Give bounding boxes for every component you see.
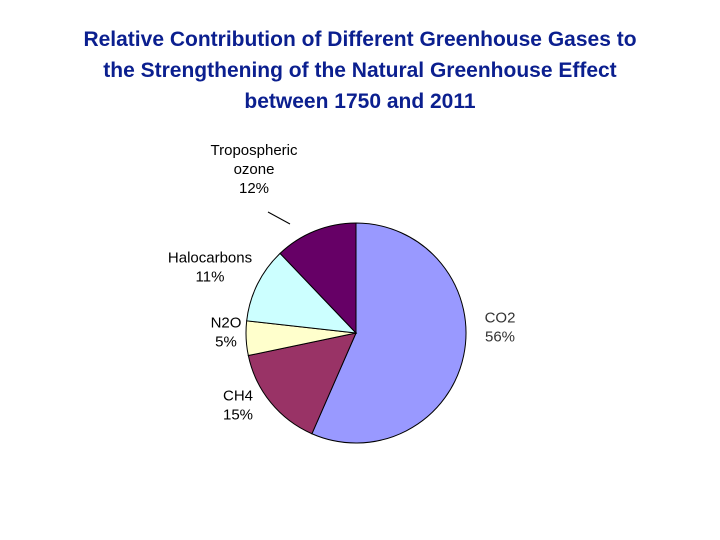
slice-label-halocarbons: Halocarbons 11% bbox=[168, 250, 252, 286]
slice-label-co2: CO2 56% bbox=[485, 310, 516, 346]
chart-title-line-2: the Strengthening of the Natural Greenho… bbox=[103, 59, 617, 82]
pie-slice-ch4 bbox=[247, 332, 357, 435]
pie-slice-halocarbons bbox=[246, 252, 358, 334]
chart-title: Relative Contribution of Different Green… bbox=[20, 24, 700, 117]
slice-label-tropospheric-ozone: Tropospheric ozone 12% bbox=[211, 142, 298, 197]
chart-title-line-1: Relative Contribution of Different Green… bbox=[83, 28, 637, 51]
leader-line-tropospheric-ozone bbox=[267, 211, 291, 225]
pie-slice-co2 bbox=[311, 222, 467, 444]
pie-slice-tropospheric-ozone bbox=[279, 222, 357, 335]
chart-title-line-3: between 1750 and 2011 bbox=[244, 90, 476, 113]
slice-label-ch4: CH4 15% bbox=[223, 388, 253, 424]
slice-label-n2o: N2O 5% bbox=[211, 315, 242, 351]
